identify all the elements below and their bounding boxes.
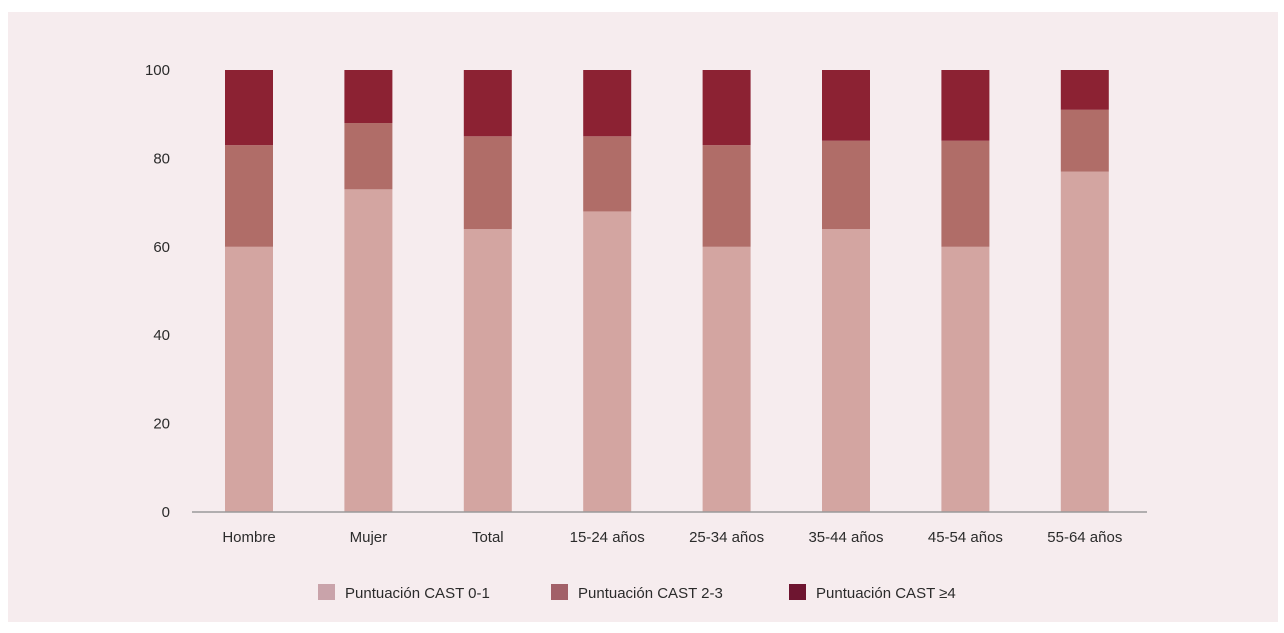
bars bbox=[225, 70, 1109, 513]
bar-segment bbox=[702, 246, 751, 513]
bar-segment bbox=[344, 189, 393, 512]
bar-segment bbox=[225, 246, 273, 513]
bar-segment bbox=[344, 70, 393, 124]
bar-segment bbox=[941, 140, 990, 247]
x-tick-label: Total bbox=[472, 529, 504, 546]
bar-segment bbox=[583, 211, 632, 512]
legend-swatch bbox=[551, 584, 568, 600]
bar-segment bbox=[941, 70, 990, 141]
bar-segment bbox=[941, 246, 990, 513]
bar-segment bbox=[463, 136, 512, 230]
bar-segment bbox=[822, 70, 870, 141]
legend-label: Puntuación CAST ≥4 bbox=[816, 585, 956, 602]
x-tick-label: 55-64 años bbox=[1047, 529, 1122, 546]
bar-segment bbox=[1060, 70, 1109, 110]
bar-segment bbox=[1060, 109, 1109, 172]
x-tick-label: Mujer bbox=[350, 529, 388, 546]
legend-swatch bbox=[318, 584, 335, 600]
y-tick-label: 0 bbox=[162, 504, 170, 521]
bar-segment bbox=[583, 136, 632, 212]
bar-segment bbox=[702, 70, 751, 146]
x-tick-label: 35-44 años bbox=[808, 529, 883, 546]
bar-segment bbox=[344, 123, 393, 190]
bar-segment bbox=[225, 70, 273, 146]
bar-segment bbox=[702, 145, 751, 247]
x-tick-label: 45-54 años bbox=[928, 529, 1003, 546]
y-tick-label: 40 bbox=[153, 327, 170, 344]
bar-segment bbox=[463, 70, 512, 137]
bar-segment bbox=[583, 70, 632, 137]
y-tick-label: 20 bbox=[153, 416, 170, 433]
y-tick-label: 80 bbox=[153, 150, 170, 167]
legend-label: Puntuación CAST 2-3 bbox=[578, 585, 723, 602]
bar-segment bbox=[822, 229, 870, 512]
bar-segment bbox=[1060, 171, 1109, 512]
x-tick-label: 15-24 años bbox=[570, 529, 645, 546]
x-tick-label: 25-34 años bbox=[689, 529, 764, 546]
bar-segment bbox=[822, 140, 870, 230]
x-tick-label: Hombre bbox=[222, 529, 275, 546]
legend: Puntuación CAST 0-1 Puntuación CAST 2-3 Pu… bbox=[318, 584, 956, 602]
bar-segment bbox=[463, 229, 512, 512]
legend-label: Puntuación CAST 0-1 bbox=[345, 585, 490, 602]
y-tick-label: 100 bbox=[145, 62, 170, 79]
y-axis-ticks: 0 20 40 60 80 100 bbox=[145, 62, 170, 521]
category-labels: Hombre Mujer Total 15-24 años 25-34 años 35-4… bbox=[222, 529, 1122, 546]
y-tick-label: 60 bbox=[153, 239, 170, 256]
legend-swatch bbox=[789, 584, 806, 600]
bar-segment bbox=[225, 145, 273, 247]
